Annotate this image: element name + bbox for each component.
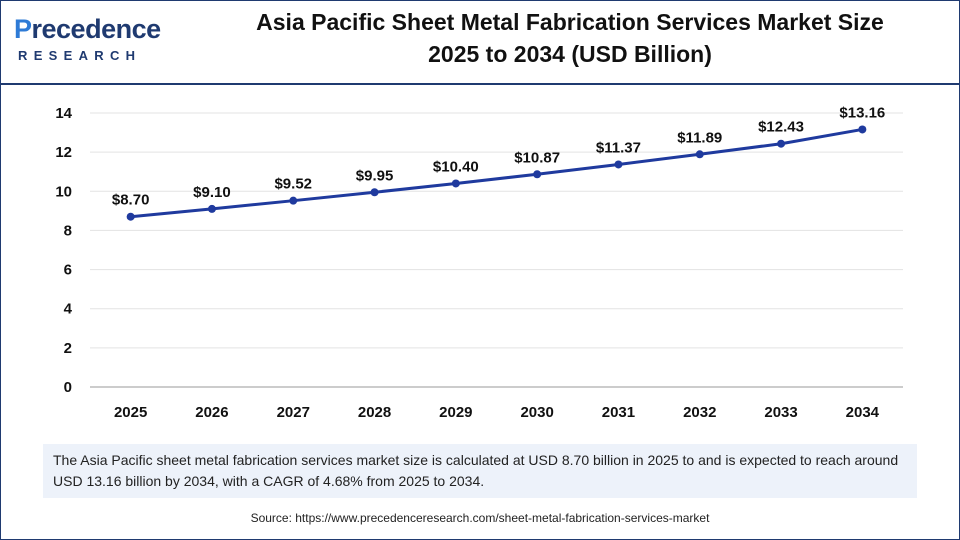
x-tick-label: 2031 [602, 404, 635, 421]
data-point [777, 139, 786, 148]
logo-word: recedence [31, 14, 162, 44]
x-tick-label: 2027 [277, 404, 310, 421]
y-tick-label: 6 [64, 262, 72, 279]
y-tick-label: 14 [55, 105, 72, 122]
chart-title-line2: 2025 to 2034 (USD Billion) [428, 41, 712, 67]
data-label: $10.87 [514, 149, 560, 166]
data-label: $12.43 [758, 119, 804, 136]
data-label: $10.40 [433, 158, 479, 175]
y-tick-label: 10 [55, 183, 72, 200]
chart-title: Asia Pacific Sheet Metal Fabrication Ser… [190, 6, 950, 70]
x-tick-label: 2034 [846, 404, 880, 421]
header: Precedence RESEARCH Asia Pacific Sheet M… [0, 0, 960, 85]
x-tick-label: 2025 [114, 404, 147, 421]
data-label: $11.89 [677, 129, 722, 146]
data-point [126, 212, 135, 221]
x-tick-label: 2030 [520, 404, 553, 421]
logo-subtitle: RESEARCH [18, 48, 142, 63]
x-tick-label: 2032 [683, 404, 716, 421]
precedence-research-logo: Precedence RESEARCH [14, 14, 164, 66]
y-tick-label: 4 [64, 301, 73, 318]
line-chart: 0 2 4 6 8 10 12 14 2025 2026 2027 2028 2029 2030 2031 2… [55, 104, 903, 421]
y-tick-label: 0 [64, 379, 72, 396]
data-label: $9.10 [193, 184, 231, 201]
summary-note: The Asia Pacific sheet metal fabrication… [43, 444, 917, 498]
source-citation: Source: https://www.precedenceresearch.c… [250, 511, 710, 525]
data-point [614, 160, 623, 169]
data-point [858, 125, 867, 134]
chart-title-line1: Asia Pacific Sheet Metal Fabrication Ser… [256, 9, 884, 35]
data-label: $9.95 [356, 167, 394, 184]
y-tick-label: 2 [64, 340, 72, 357]
data-point [207, 204, 216, 213]
x-tick-label: 2029 [439, 404, 472, 421]
data-label: $8.70 [112, 192, 150, 209]
data-point [370, 188, 379, 197]
data-label: $13.16 [839, 104, 885, 121]
data-label: $11.37 [596, 139, 641, 156]
series-line [130, 127, 863, 219]
data-point [451, 179, 460, 188]
logo-initial: P [14, 14, 32, 44]
y-tick-label: 8 [64, 222, 72, 239]
data-point [289, 196, 298, 205]
y-tick-label: 12 [55, 144, 72, 161]
data-point [533, 170, 542, 179]
logo-wordmark: Precedence [14, 14, 161, 45]
data-label: $9.52 [274, 176, 312, 193]
data-point [695, 150, 704, 159]
header-divider [0, 83, 960, 85]
x-tick-label: 2033 [764, 404, 797, 421]
x-tick-label: 2026 [195, 404, 228, 421]
x-tick-label: 2028 [358, 404, 391, 421]
